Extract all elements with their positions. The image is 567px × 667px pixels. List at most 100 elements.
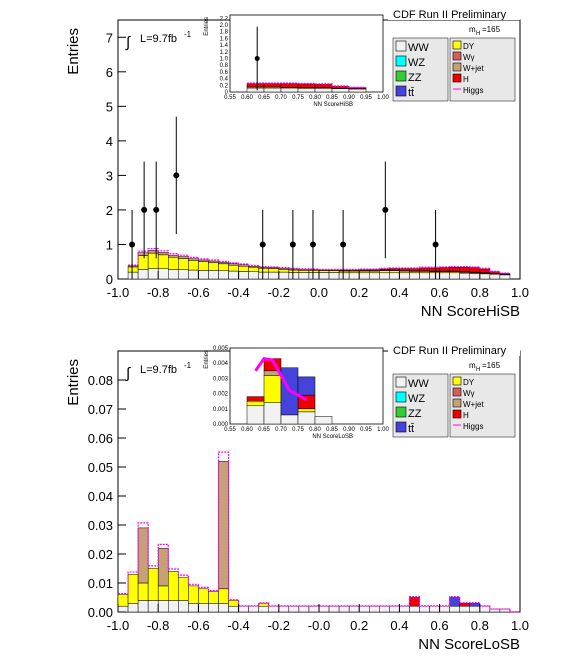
header-text: CDF Run II Preliminary [393,9,507,21]
legend-label: Higgs [463,86,483,95]
main-bar-WW-34 [469,273,481,280]
main-bar-Wjet-12 [248,265,259,268]
panel-hisb: -1.0 -0.8 -0.6 -0.4 -0.2 0.0 0.2 0.4 0.6 0.8 1.001… [65,7,529,320]
data-point [340,241,347,248]
lumi-exponent: -1 [184,30,192,39]
inset-bar-H-0 [246,83,265,88]
inset-x-tick: 0.65 [258,95,270,101]
y-tick-label: 0.07 [88,402,113,417]
legend-label: WZ [408,393,425,405]
main-bar-Wjet-7 [198,259,209,262]
lumi-label: L=9.7fb [140,33,177,45]
data-point [259,241,266,248]
main-bar-Wjet-2 [147,250,159,254]
main-bar-Wjet-4 [157,547,169,587]
inset-x-tick: 0.75 [292,427,304,433]
main-bar-WW-24 [369,272,380,280]
mass-value: =165 [482,25,501,34]
inset-x-tick: 1.00 [377,95,389,101]
main-bar-WW-5 [178,269,189,280]
main-bar-WW-25 [379,272,390,280]
inset-y-tick: 0.2 [220,83,229,89]
main-bar-H-26 [389,268,400,271]
legend-label: WZ [408,57,425,69]
x-tick-label: 0.4 [390,285,408,300]
y-tick-label: 3 [106,168,113,183]
data-point [153,206,160,213]
main-bar-WW-6 [178,600,189,613]
main-bar-WW-16 [278,605,290,613]
inset-x-tick: 0.90 [343,95,355,101]
main-bar-WW-12 [248,271,259,280]
main-bar-WW-23 [358,272,370,280]
main-bar-Wjet-15 [278,268,290,270]
x-tick-label: 0.6 [431,618,449,633]
inset-bar-H-4 [314,84,333,88]
main-bar-WW-0 [117,605,129,613]
main-bar-WW-29 [419,272,430,280]
legend-label: W+jet [463,400,484,409]
main-bar-tt-33 [449,597,460,607]
main-bar-WW-22 [348,272,360,280]
main-bar-Wjet-11 [238,264,249,267]
main-bar-WW-15 [268,605,280,613]
main-bar-WW-35 [469,605,481,613]
main-bar-H-36 [489,271,501,274]
main-bar-WW-20 [318,605,330,613]
main-bar-Wjet-3 [157,252,169,256]
legend-swatch-1 [395,391,407,403]
main-bar-Wjet-2 [137,527,149,584]
x-tick-label: 0.0 [310,285,328,300]
inset-frame [229,14,384,93]
inset-x-tick: 0.95 [360,427,372,433]
mass-subscript: H [476,367,480,373]
main-bar-WW-13 [258,271,270,280]
main-bar-DY-3 [157,254,169,269]
main-bar-DY-26 [389,270,400,274]
inset-bar-WW-4 [314,88,333,93]
main-bar-DY-2 [137,582,149,601]
main-bar-Wjet-10 [228,263,239,266]
main-bar-Wjet-1 [137,252,149,256]
main-bar-DY-10 [218,588,229,604]
main-bar-WW-18 [298,605,310,613]
main-bar-WW-3 [147,600,159,613]
main-bar-DY-5 [168,571,179,601]
y-tick-label: 5 [106,99,113,114]
header-box [388,7,520,20]
inset-higgs-line [247,82,366,88]
legend-swatch-3 [395,85,407,97]
y-tick-label: 0.05 [88,460,113,475]
x-tick-label: 0.8 [471,285,489,300]
inset-bar-DY-0 [246,400,265,407]
main-bar-WW-30 [419,605,430,613]
inset-bar-H-1 [263,83,282,88]
inset-x-tick: 0.60 [241,95,253,101]
inset-x-tick: 0.80 [309,427,321,433]
main-bar-WW-33 [459,272,471,280]
main-bar-WW-21 [338,272,350,280]
x-tick-label: 1.0 [511,618,529,633]
legend-swatch-r0 [452,40,462,50]
x-tick-label: -0.8 [147,285,169,300]
inset-bar-WW-4 [314,416,333,425]
inset-x-tick: 0.75 [292,95,304,101]
legend-label: ZZ [408,408,422,420]
inset-x-label: NN ScoreHiSB [313,102,353,108]
inset-bar-WW-0 [246,87,265,93]
inset-x-tick: 0.85 [326,95,338,101]
main-bar-Wjet-14 [268,267,280,269]
main-bar-WW-37 [489,608,501,613]
main-bar-DY-24 [369,270,380,274]
inset-x-tick: 0.70 [275,95,287,101]
main-bar-H-24 [369,269,380,271]
y-tick-label: 0.04 [88,489,113,504]
y-tick-label: 1 [106,237,113,252]
main-bar-WW-14 [268,271,280,280]
x-tick-label: -0.6 [187,618,209,633]
legend-swatch-r2 [452,62,462,72]
x-axis-label: NN ScoreHiSB [421,303,520,320]
main-bar-WW-34 [459,605,471,613]
main-bar-DY-8 [198,588,209,604]
main-bar-WW-12 [238,605,249,613]
